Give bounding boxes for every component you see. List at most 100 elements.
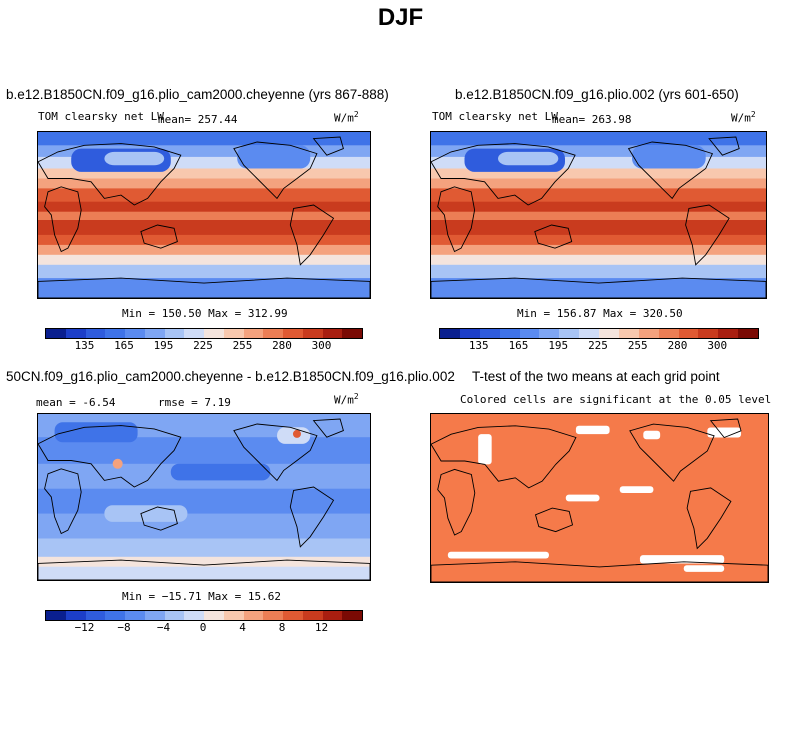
colorbar-swatch (638, 329, 659, 338)
field-band (38, 264, 370, 279)
colorbar-swatch (164, 329, 185, 338)
field-band (38, 201, 370, 213)
colorbar-swatch (204, 611, 224, 620)
coastline (44, 468, 82, 535)
colorbar-swatch (283, 611, 303, 620)
coastline (686, 487, 732, 550)
field-band (38, 178, 370, 189)
colorbar-swatch (144, 329, 165, 338)
colorbar-swatch (243, 611, 264, 620)
coastline (44, 186, 82, 253)
colorbar-swatch (105, 329, 125, 338)
not-significant-cell (447, 551, 549, 559)
colorbar-swatch (738, 329, 758, 338)
panel1-mean: mean= 257.44 (158, 113, 238, 126)
diff-band (38, 488, 370, 515)
not-significant-cell (565, 494, 600, 502)
field-band (431, 178, 766, 189)
coastline (431, 277, 766, 298)
panel1-colorbar-ticks: 135 165 195 225 255 280 300 (45, 339, 361, 353)
field-band (38, 254, 370, 266)
field-band (431, 168, 766, 179)
panel4-title: T-test of the two means at each grid poi… (472, 369, 720, 384)
colorbar-tick-label: 135 (74, 339, 95, 352)
panel4-map (430, 413, 769, 583)
field-band (431, 278, 766, 298)
field-band (431, 264, 766, 279)
colorbar-tick-label: 165 (508, 339, 529, 352)
field-patch (498, 151, 559, 166)
colorbar-swatch (322, 329, 343, 338)
colorbar-tick-label: 255 (232, 339, 253, 352)
colorbar-tick-label: −4 (156, 621, 171, 634)
not-significant-cell (639, 555, 725, 564)
panel1-variable: TOM clearsky net LW (38, 110, 164, 123)
colorbar-swatch (65, 329, 86, 338)
colorbar-tick-label: 195 (548, 339, 569, 352)
colorbar-swatch (499, 329, 520, 338)
coastline (709, 418, 742, 439)
not-significant-cell (619, 486, 654, 493)
field-band (431, 234, 766, 246)
colorbar-swatch (718, 329, 739, 338)
diff-band (38, 538, 370, 558)
field-band (431, 201, 766, 213)
field-patch (632, 145, 706, 169)
field-patch (104, 151, 165, 166)
colorbar-swatch (204, 329, 224, 338)
field-band (38, 168, 370, 179)
panel1-minmax: Min = 150.50 Max = 312.99 (122, 307, 288, 320)
panel3-title: 50CN.f09_g16.plio_cam2000.cheyenne - b.e… (6, 369, 455, 384)
coastline (233, 141, 318, 200)
colorbar-swatch (164, 611, 185, 620)
colorbar-swatch (46, 611, 66, 620)
coastline (140, 506, 178, 531)
panel2-mean: mean= 263.98 (552, 113, 632, 126)
diff-patch (104, 505, 188, 522)
colorbar-swatch (184, 329, 204, 338)
diff-spot (292, 429, 301, 438)
panel3-rmse: rmse = 7.19 (158, 396, 231, 409)
not-significant-cell (643, 430, 661, 440)
colorbar-swatch (322, 611, 343, 620)
colorbar-swatch (658, 329, 679, 338)
coastline (289, 486, 335, 548)
colorbar-tick-label: −8 (117, 621, 131, 634)
field-band (431, 188, 766, 203)
colorbar-swatch (125, 329, 145, 338)
colorbar-swatch (65, 611, 86, 620)
panel1-map (37, 131, 371, 299)
not-significant-cell (707, 427, 742, 438)
colorbar-tick-label: 300 (311, 339, 332, 352)
panel3-units: W/m2 (334, 392, 359, 407)
coastline (534, 507, 574, 533)
field-band (431, 254, 766, 266)
field-band (38, 234, 370, 246)
colorbar-tick-label: −12 (74, 621, 95, 634)
colorbar-tick-label: 280 (272, 339, 292, 352)
coastline (431, 425, 577, 489)
colorbar-swatch (342, 329, 362, 338)
panel2-units: W/m2 (731, 110, 756, 125)
field-band (38, 211, 370, 221)
colorbar-swatch (263, 329, 283, 338)
colorbar-swatch (559, 329, 580, 338)
coastline (629, 423, 715, 482)
colorbar-swatch (184, 611, 204, 620)
colorbar-swatch (539, 329, 560, 338)
colorbar-swatch (302, 329, 323, 338)
coastline (140, 224, 178, 249)
field-patch (237, 145, 311, 169)
coastline (431, 561, 768, 582)
panel2-minmax: Min = 156.87 Max = 320.50 (517, 307, 683, 320)
not-significant-cell (683, 565, 725, 572)
colorbar-swatch (678, 329, 699, 338)
field-band (431, 220, 766, 236)
colorbar-tick-label: 165 (114, 339, 134, 352)
colorbar-swatch (618, 329, 639, 338)
not-significant-cell (478, 434, 492, 465)
diff-spot (112, 458, 123, 469)
coastline (437, 186, 476, 253)
colorbar-tick-label: 280 (667, 339, 688, 352)
colorbar-tick-label: 195 (153, 339, 174, 352)
